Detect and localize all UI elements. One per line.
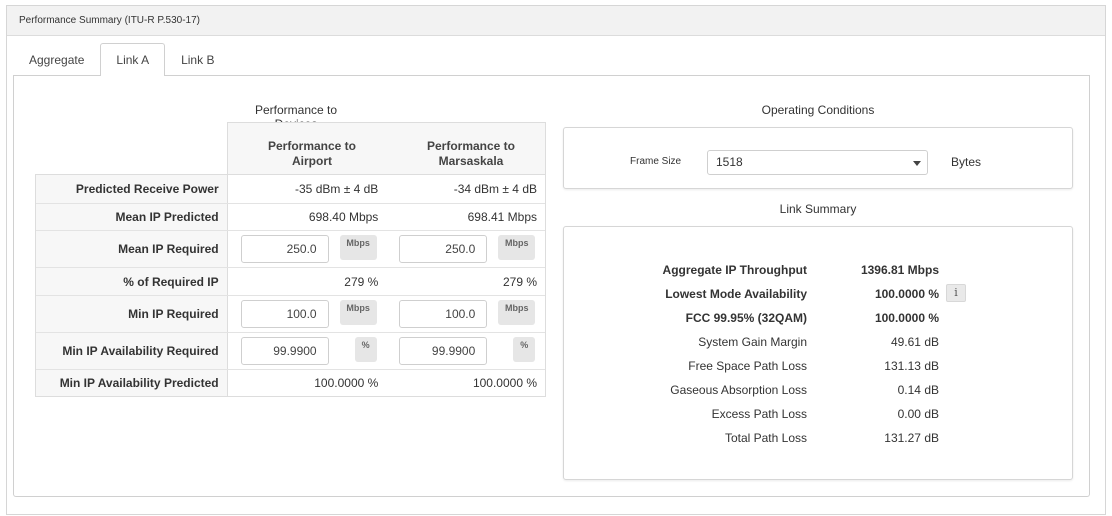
summary-value: 0.14 dB	[897, 383, 939, 397]
row-label: Mean IP Predicted	[36, 204, 228, 230]
tab-link-b[interactable]: Link B	[181, 53, 215, 67]
summary-row: Total Path Loss 131.27 dB	[564, 427, 1072, 451]
tab-content	[13, 75, 1090, 497]
summary-row: System Gain Margin 49.61 dB	[564, 331, 1072, 355]
summary-row: Aggregate IP Throughput 1396.81 Mbps	[564, 259, 1072, 283]
row-value-airport: 100.0000 %	[314, 376, 379, 390]
table-row: Min IP Availability Predicted 100.0000 %…	[36, 369, 545, 396]
summary-value: 100.0000 %	[874, 287, 939, 301]
row-value-marsaskala: 698.41 Mbps	[467, 210, 537, 224]
column-header-line1: Performance to	[267, 139, 357, 153]
summary-row: FCC 99.95% (32QAM) 100.0000 %	[564, 307, 1072, 331]
link-summary-box: Aggregate IP Throughput 1396.81 Mbps Low…	[563, 226, 1073, 480]
frame-size-select[interactable]: 1518	[707, 150, 928, 175]
mean-ip-required-airport-input[interactable]: 250.0	[240, 235, 329, 263]
link-summary-title: Link Summary	[779, 202, 857, 216]
summary-value: 0.00 dB	[897, 407, 939, 421]
summary-label: System Gain Margin	[698, 335, 807, 349]
tab-bar: Aggregate Link A Link B	[13, 43, 230, 76]
input-group-marsaskala: 100.0 Mbps	[386, 296, 545, 332]
input-group-marsaskala: 250.0 Mbps	[386, 231, 545, 267]
min-ip-availability-marsaskala-input[interactable]: 99.9900	[399, 337, 488, 365]
summary-label: Total Path Loss	[724, 431, 807, 445]
row-value-airport: 698.40 Mbps	[308, 210, 379, 224]
summary-label: Gaseous Absorption Loss	[670, 383, 807, 397]
table-row: % of Required IP 279 % 279 %	[36, 267, 545, 295]
input-group-airport: 100.0 Mbps	[228, 296, 387, 332]
performance-column-header	[227, 122, 546, 174]
row-label: Predicted Receive Power	[36, 175, 228, 203]
column-header-line2: Marsaskala	[438, 154, 504, 168]
summary-value: 49.61 dB	[890, 335, 939, 349]
unit-label: Mbps	[498, 300, 536, 325]
input-group-airport: 250.0 Mbps	[228, 231, 387, 267]
summary-label: Lowest Mode Availability	[665, 287, 807, 301]
input-group-marsaskala: 99.9900 %	[386, 333, 545, 369]
row-label: Min IP Availability Required	[36, 333, 228, 369]
summary-row: Excess Path Loss 0.00 dB	[564, 403, 1072, 427]
unit-label: Mbps	[498, 235, 536, 260]
row-label: Min IP Availability Predicted	[36, 370, 228, 396]
table-row: Mean IP Required 250.0 Mbps 250.0 Mbps	[36, 230, 545, 267]
unit-label: Mbps	[339, 235, 377, 260]
operating-conditions-box: Frame Size 1518 Bytes	[563, 127, 1073, 189]
min-ip-required-airport-input[interactable]: 100.0	[240, 300, 329, 328]
summary-value: 100.0000 %	[874, 311, 939, 325]
unit-label: %	[354, 337, 377, 362]
summary-label: Free Space Path Loss	[688, 359, 807, 373]
summary-label: Aggregate IP Throughput	[662, 263, 807, 277]
mean-ip-required-marsaskala-input[interactable]: 250.0	[399, 235, 488, 263]
table-row: Min IP Availability Required 99.9900 % 9…	[36, 332, 545, 369]
row-value-marsaskala: 279 %	[502, 274, 537, 289]
chevron-down-icon	[913, 161, 921, 166]
summary-row: Lowest Mode Availability 100.0000 % i	[564, 283, 1072, 307]
table-row: Predicted Receive Power -35 dBm ± 4 dB -…	[36, 175, 545, 203]
tab-link-a[interactable]: Link A	[100, 43, 166, 76]
frame-size-value: 1518	[716, 155, 743, 169]
operating-conditions-title: Operating Conditions	[761, 103, 875, 117]
tab-divider	[13, 75, 1090, 76]
summary-row: Free Space Path Loss 131.13 dB	[564, 355, 1072, 379]
summary-value: 131.13 dB	[884, 359, 939, 373]
row-value-airport: -35 dBm ± 4 dB	[295, 182, 379, 196]
performance-rows: Predicted Receive Power -35 dBm ± 4 dB -…	[35, 174, 546, 397]
table-row: Min IP Required 100.0 Mbps 100.0 Mbps	[36, 295, 545, 332]
row-label: Mean IP Required	[36, 231, 228, 267]
min-ip-availability-airport-input[interactable]: 99.9900	[240, 337, 329, 365]
column-header-line1: Performance to	[426, 139, 516, 153]
panel-title: Performance Summary (ITU-R P.530-17)	[7, 6, 1105, 36]
info-icon[interactable]: i	[946, 284, 966, 302]
summary-label: Excess Path Loss	[711, 407, 807, 421]
row-value-airport: 279 %	[344, 274, 379, 289]
unit-label: Mbps	[339, 300, 377, 325]
row-label: % of Required IP	[36, 268, 228, 295]
row-value-marsaskala: 100.0000 %	[472, 376, 537, 390]
summary-label: FCC 99.95% (32QAM)	[685, 311, 807, 325]
summary-value: 1396.81 Mbps	[860, 263, 939, 277]
unit-label: %	[513, 337, 536, 362]
row-value-marsaskala: -34 dBm ± 4 dB	[453, 182, 537, 196]
summary-value: 131.27 dB	[884, 431, 939, 445]
column-header-airport: Performance to Airport	[233, 139, 391, 169]
row-label: Min IP Required	[36, 296, 228, 332]
frame-size-label: Frame Size	[630, 156, 682, 167]
summary-row: Gaseous Absorption Loss 0.14 dB	[564, 379, 1072, 403]
tab-aggregate[interactable]: Aggregate	[29, 53, 85, 67]
frame-size-unit: Bytes	[951, 155, 982, 169]
column-header-line2: Airport	[292, 154, 332, 168]
input-group-airport: 99.9900 %	[228, 333, 387, 369]
column-header-marsaskala: Performance to Marsaskala	[392, 139, 550, 169]
table-row: Mean IP Predicted 698.40 Mbps 698.41 Mbp…	[36, 203, 545, 230]
min-ip-required-marsaskala-input[interactable]: 100.0	[399, 300, 488, 328]
